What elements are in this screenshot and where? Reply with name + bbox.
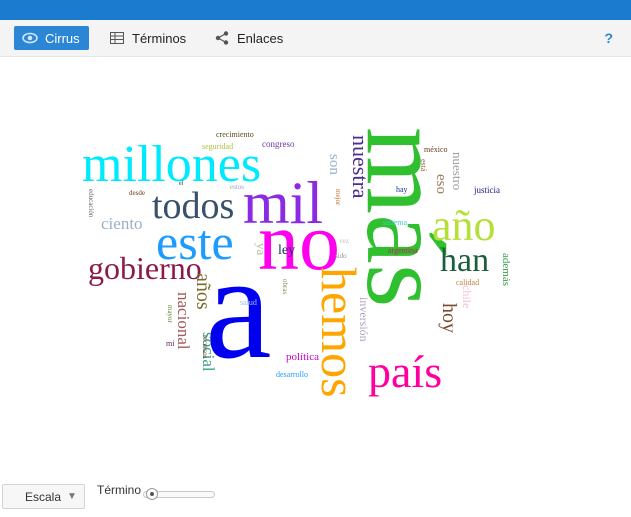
word-hemos[interactable]: hemos: [311, 267, 367, 398]
tab-cirrus[interactable]: Cirrus: [14, 26, 89, 50]
word-anos[interactable]: años: [192, 273, 214, 310]
word-ley[interactable]: ley: [278, 243, 295, 258]
word-inversion[interactable]: inversión: [357, 297, 371, 342]
word-vez[interactable]: vez: [339, 237, 349, 245]
word-mexico[interactable]: méxico: [424, 145, 448, 154]
word-sistema[interactable]: sistema: [383, 218, 407, 227]
tab-terminos[interactable]: Términos: [101, 26, 194, 50]
word-esta[interactable]: está: [419, 159, 428, 172]
word-ano[interactable]: año: [432, 201, 496, 250]
word-mejor[interactable]: mejor: [334, 189, 342, 206]
word-mayor[interactable]: mayor: [166, 305, 174, 324]
word-el[interactable]: el: [179, 181, 184, 187]
word-educacion[interactable]: educación: [87, 189, 95, 218]
word-ciento[interactable]: ciento: [101, 214, 143, 233]
word-social[interactable]: social: [199, 332, 218, 372]
scale-dropdown[interactable]: Escala ▼: [2, 484, 85, 509]
word-hay[interactable]: hay: [396, 185, 408, 194]
word-seguridad[interactable]: seguridad: [202, 142, 233, 151]
word-politica[interactable]: política: [286, 351, 319, 363]
terms-slider-track[interactable]: [143, 491, 215, 498]
word-nuestra[interactable]: nuestra: [348, 135, 373, 199]
word-salud[interactable]: salud: [240, 298, 257, 307]
word-pais[interactable]: país: [368, 346, 442, 397]
word-chile[interactable]: chile: [460, 285, 474, 308]
word-mas[interactable]: más: [343, 127, 467, 307]
word-sido[interactable]: sido: [335, 252, 347, 260]
toolbar: Cirrus Términos Enlaces ?: [0, 20, 631, 57]
word-desde[interactable]: desde: [129, 189, 145, 197]
chevron-down-icon: ▼: [67, 491, 77, 502]
word-gobierno[interactable]: gobierno: [88, 250, 202, 286]
bottom-controls: Escala ▼ Términos:: [0, 478, 631, 517]
word-nacional[interactable]: nacional: [174, 292, 193, 350]
word-son[interactable]: son: [326, 154, 342, 175]
scale-label: Escala: [25, 489, 62, 504]
tab-cirrus-label: Cirrus: [45, 30, 80, 46]
word-mi[interactable]: mi: [166, 339, 175, 348]
word-este[interactable]: este: [156, 214, 234, 270]
table-icon: [110, 32, 124, 44]
word-eso[interactable]: eso: [433, 174, 449, 194]
eye-icon: [22, 32, 38, 44]
share-icon: [215, 31, 229, 45]
word-nuestro[interactable]: nuestro: [450, 152, 465, 190]
word-millones[interactable]: millones: [82, 136, 261, 193]
top-bar: [0, 0, 631, 20]
word-recursos[interactable]: recursos: [201, 335, 209, 359]
terms-slider-label: Términos:: [97, 483, 141, 497]
word-calidad[interactable]: calidad: [456, 278, 479, 287]
word-mil[interactable]: mil: [243, 170, 323, 236]
tab-enlaces-label: Enlaces: [237, 30, 284, 46]
word-crecimiento[interactable]: crecimiento: [216, 130, 254, 139]
word-argentina[interactable]: argentina: [388, 246, 418, 255]
word-obras[interactable]: obras: [281, 279, 289, 294]
terms-slider-thumb[interactable]: [146, 488, 158, 500]
help-icon[interactable]: ?: [604, 30, 613, 46]
word-desarrollo[interactable]: desarrollo: [276, 370, 308, 379]
word-hoy[interactable]: hoy: [438, 303, 460, 333]
word-han[interactable]: han: [440, 242, 489, 279]
word-congreso[interactable]: congreso: [262, 139, 295, 149]
tab-terminos-label: Términos: [132, 30, 187, 46]
word-cloud: más a no mil millones este todos gobiern…: [82, 127, 512, 398]
word-estos[interactable]: estos: [230, 183, 244, 191]
word-justicia[interactable]: justicia: [473, 185, 500, 195]
word-todos[interactable]: todos: [152, 185, 234, 227]
word-no[interactable]: no: [258, 196, 340, 287]
tab-enlaces[interactable]: Enlaces: [206, 26, 291, 50]
word-ademas[interactable]: además: [500, 253, 512, 286]
word-ya[interactable]: ya: [254, 243, 269, 256]
word-a[interactable]: a: [205, 224, 272, 390]
